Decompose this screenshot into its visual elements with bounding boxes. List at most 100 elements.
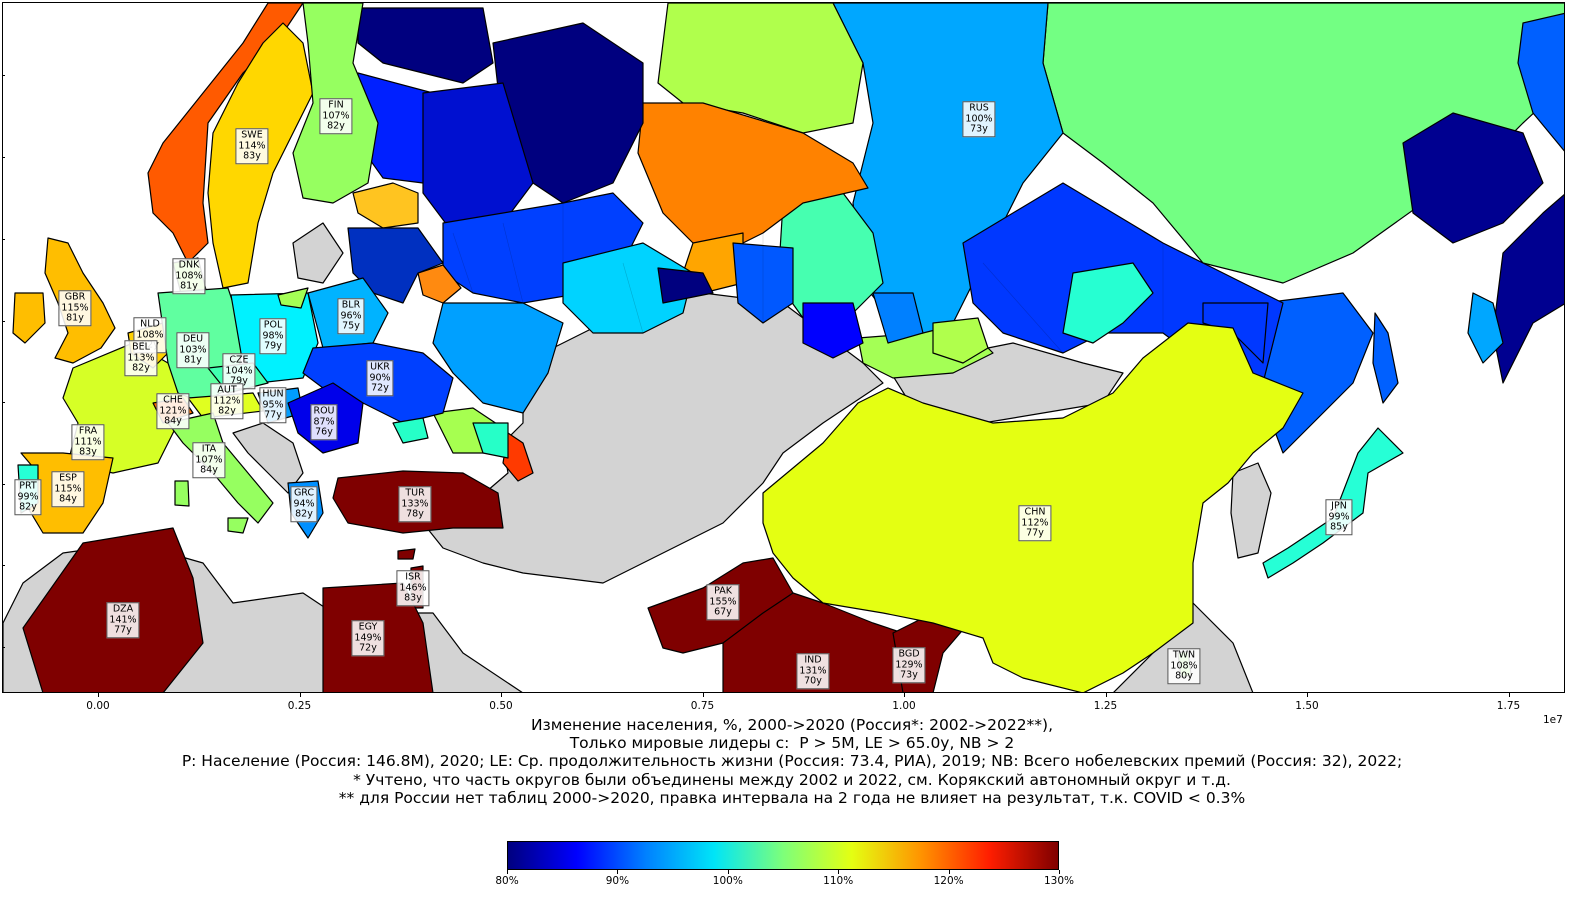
country-label-code: BLR [341,299,361,311]
y-tick-mark [3,239,5,240]
country-label-change: 131% [799,664,827,676]
country-label-code: ITA [201,443,217,455]
country-label-change: 114% [238,139,266,151]
figure-caption: Изменение населения, %, 2000->2020 (Росс… [0,716,1584,807]
country-label-code: POL [263,319,283,331]
country-label-swe: SWE 114% 83y [235,128,269,164]
y-tick-mark [3,484,5,485]
country-label-le: 82y [295,508,313,520]
country-label-le: 82y [218,405,236,417]
country-label-aut: AUT 112% 82y [210,383,244,419]
map-plot-area: RUS 100% 73y FIN 107% 82y SWE 114% 83y DNK 108% 81y… [2,2,1565,693]
region-rus-kemerovo [872,292,924,344]
country-label-cze: CZE 104% 79y [222,353,256,389]
country-label-code: BEL [132,341,150,353]
country-label-change: 99% [1328,510,1350,522]
country-label-le: 80y [1175,670,1193,682]
country-label-dnk: DNK 108% 81y [172,258,206,294]
x-tick-label: 1.00 [892,700,916,712]
country-label-chn: CHN 112% 77y [1018,505,1052,541]
country-label-ita: ITA 107% 84y [192,442,226,478]
x-tick-label: 0.25 [287,700,312,712]
y-tick-mark [3,402,5,403]
country-label-code: RUS [969,102,989,114]
country-label-code: BGD [898,648,920,660]
map-canvas [3,3,1564,692]
region-rus-omsk [732,242,794,324]
country-label-change: 99% [17,490,39,502]
region-rus-novosibirsk [802,302,864,359]
country-label-le: 72y [371,382,389,394]
region-ireland [12,292,46,344]
colorbar-tick-label: 120% [933,875,964,887]
country-label-le: 76y [315,426,333,438]
region-rus-caucasus [502,432,534,482]
country-label-code: ISR [405,571,421,583]
region-rus-stavropol [472,422,509,459]
country-label-change: 149% [354,631,382,643]
country-label-code: JPN [1331,500,1347,512]
country-label-code: UKR [370,361,390,373]
country-label-isr: ISR 146% 83y [396,570,430,606]
country-label-pak: PAK 155% 67y [706,584,740,620]
region-rus-kuril [1372,312,1399,404]
country-label-change: 90% [369,371,391,383]
region-rus-kamchatka [1517,12,1564,152]
region-rus-buryatia [1062,262,1154,344]
country-label-code: ESP [59,472,77,484]
region-rus-kazakh-border [657,267,714,304]
country-label-le: 81y [66,312,84,324]
country-label-esp: ESP 115% 84y [51,471,85,507]
colorbar-tick-mark [617,870,619,874]
region-sardinia [174,480,190,507]
country-label-code: DEU [182,333,204,345]
colorbar-tick-label: 130% [1043,875,1075,887]
country-label-change: 141% [109,613,137,625]
country-label-le: 82y [132,362,150,374]
caption-line-5: ** для России нет таблиц 2000->2020, пра… [338,788,1246,807]
russia-regions [347,3,1564,482]
country-label-code: DNK [178,259,200,271]
x-tick-mark [1105,693,1107,697]
x-tick-mark [702,693,704,697]
country-label-le: 75y [342,320,360,332]
region-rus-north-coast [1467,292,1504,364]
country-label-le: 67y [714,606,732,618]
country-label-change: 129% [895,658,923,670]
country-label-le: 79y [264,340,282,352]
country-label-le: 85y [1330,521,1348,533]
country-label-bgd: BGD 129% 73y [892,647,926,683]
country-label-le: 81y [184,354,202,366]
colorbar-tick-mark [948,870,950,874]
country-label-le: 73y [900,669,918,681]
country-label-code: DZA [112,603,134,615]
country-label-change: 108% [175,269,203,281]
country-label-change: 113% [127,351,155,363]
y-tick-mark [3,75,5,76]
country-label-change: 94% [293,497,315,509]
colorbar-tick-mark [727,870,729,874]
colorbar-tick-label: 110% [823,875,854,887]
country-label-code: TUR [405,487,425,499]
country-label-change: 121% [159,404,187,416]
country-label-change: 103% [179,343,207,355]
region-rus-arkhangelsk [357,7,494,84]
country-label-le: 70y [804,675,822,687]
country-label-code: CZE [229,354,249,366]
region-rus-khanty [637,102,869,254]
country-label-dza: DZA 141% 77y [106,602,140,638]
country-label-change: 133% [401,497,429,509]
country-label-le: 84y [200,464,218,476]
country-label-pol: POL 98% 79y [259,318,287,354]
region-japan [1262,427,1404,579]
country-label-le: 84y [164,415,182,427]
country-label-che: CHE 121% 84y [156,393,190,429]
country-label-rou: ROU 87% 76y [310,404,338,440]
country-label-le: 77y [114,624,132,636]
country-label-code: ROU [313,405,335,417]
country-label-code: IND [804,654,822,666]
country-label-code: GBR [64,291,86,303]
country-label-code: FRA [78,425,98,437]
country-label-code: TWN [1172,649,1196,661]
x-tick-mark [1307,693,1308,697]
